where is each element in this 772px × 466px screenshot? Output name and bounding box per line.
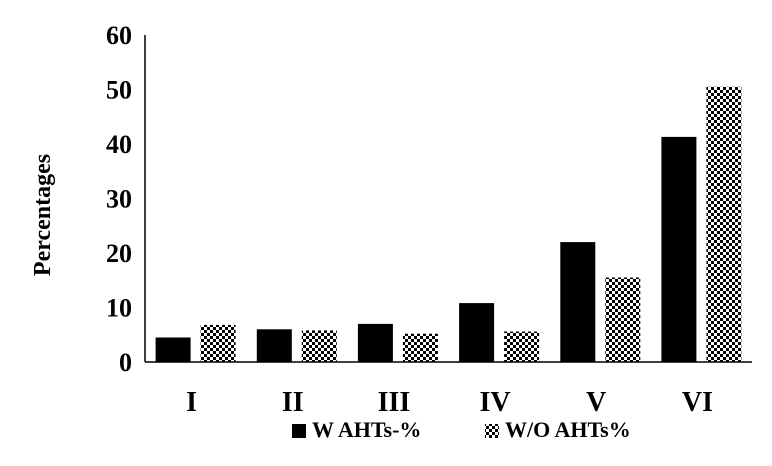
bar-without-ii bbox=[301, 330, 337, 362]
bar-with-v bbox=[560, 242, 596, 362]
y-tick-label: 10 bbox=[106, 294, 132, 323]
x-tick-label: VI bbox=[682, 387, 713, 418]
legend-label: W AHTs-% bbox=[312, 417, 421, 442]
bar-with-ii bbox=[256, 329, 292, 362]
x-tick-label: V bbox=[586, 387, 606, 418]
x-axis-ticks: I II III IV V VI bbox=[186, 387, 713, 418]
x-tick-label: II bbox=[282, 387, 304, 418]
y-tick-label: 20 bbox=[106, 239, 132, 268]
x-tick-label: I bbox=[186, 387, 197, 418]
bar-with-vi bbox=[661, 136, 697, 362]
y-tick-label: 30 bbox=[106, 185, 132, 214]
y-tick-label: 40 bbox=[106, 130, 132, 159]
bar-without-iii bbox=[402, 333, 438, 362]
y-axis-title: Percentages bbox=[30, 154, 56, 276]
bar-without-i bbox=[200, 324, 236, 362]
bar-without-v bbox=[605, 277, 641, 362]
y-tick-label: 60 bbox=[106, 21, 132, 50]
bar-with-iv bbox=[459, 303, 495, 362]
x-tick-label: III bbox=[378, 387, 411, 418]
y-axis-ticks: 0 10 20 30 40 50 60 bbox=[106, 21, 132, 377]
legend-label: W/O AHTs% bbox=[505, 417, 631, 442]
bars-group bbox=[155, 86, 742, 363]
y-tick-label: 50 bbox=[106, 76, 132, 105]
bar-with-iii bbox=[357, 323, 393, 362]
x-tick-label: IV bbox=[480, 387, 511, 418]
bar-without-iv bbox=[504, 331, 540, 362]
legend: W AHTs-% W/O AHTs% bbox=[292, 417, 631, 442]
bar-without-vi bbox=[706, 86, 742, 363]
legend-swatch bbox=[485, 424, 499, 438]
y-tick-label: 0 bbox=[119, 348, 132, 377]
legend-swatch bbox=[292, 424, 306, 438]
bar-with-i bbox=[155, 337, 191, 362]
